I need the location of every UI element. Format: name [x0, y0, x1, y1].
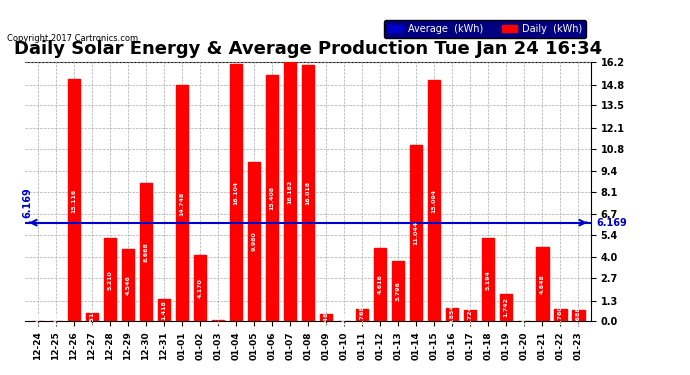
Bar: [536, 247, 549, 321]
Text: 4.616: 4.616: [377, 274, 382, 294]
Text: 0.768: 0.768: [359, 305, 364, 325]
Text: 14.748: 14.748: [179, 191, 184, 216]
Text: 0.854: 0.854: [450, 305, 455, 324]
Text: 9.980: 9.980: [251, 232, 257, 251]
Legend: Average  (kWh), Daily  (kWh): Average (kWh), Daily (kWh): [384, 20, 586, 38]
Bar: [319, 314, 333, 321]
Bar: [266, 75, 278, 321]
Text: 0.116: 0.116: [215, 310, 220, 330]
Bar: [464, 310, 477, 321]
Text: 0.000: 0.000: [342, 312, 346, 331]
Text: 0.760: 0.760: [558, 306, 563, 325]
Bar: [284, 62, 296, 321]
Title: Daily Solar Energy & Average Production Tue Jan 24 16:34: Daily Solar Energy & Average Production …: [14, 40, 602, 58]
Bar: [572, 310, 584, 321]
Bar: [212, 320, 224, 321]
Bar: [392, 261, 404, 321]
Bar: [500, 294, 513, 321]
Text: 5.194: 5.194: [486, 270, 491, 290]
Bar: [554, 309, 566, 321]
Bar: [410, 145, 422, 321]
Text: 3.796: 3.796: [395, 281, 401, 301]
Text: 1.742: 1.742: [504, 297, 509, 317]
Text: 11.044: 11.044: [413, 221, 419, 245]
Bar: [428, 80, 440, 321]
Bar: [302, 65, 315, 321]
Text: 4.648: 4.648: [540, 274, 544, 294]
Bar: [176, 86, 188, 321]
Text: 15.094: 15.094: [432, 189, 437, 213]
Text: 0.000: 0.000: [35, 312, 40, 331]
Text: 6.169: 6.169: [596, 217, 627, 228]
Text: 15.408: 15.408: [270, 186, 275, 210]
Text: Copyright 2017 Cartronics.com: Copyright 2017 Cartronics.com: [7, 34, 138, 43]
Text: 4.546: 4.546: [126, 275, 130, 295]
Text: 0.688: 0.688: [575, 306, 581, 326]
Bar: [374, 248, 386, 321]
Bar: [248, 162, 260, 321]
Bar: [121, 249, 134, 321]
Text: 6.169: 6.169: [22, 187, 32, 218]
Text: 16.018: 16.018: [306, 181, 310, 205]
Bar: [194, 255, 206, 321]
Bar: [356, 309, 368, 321]
Bar: [86, 313, 98, 321]
Text: 5.210: 5.210: [108, 270, 112, 290]
Text: 15.116: 15.116: [71, 188, 77, 213]
Text: 0.484: 0.484: [324, 308, 328, 327]
Text: 0.724: 0.724: [468, 306, 473, 326]
Text: 0.000: 0.000: [53, 312, 59, 331]
Text: 16.104: 16.104: [233, 180, 239, 205]
Text: 16.182: 16.182: [288, 180, 293, 204]
Bar: [446, 308, 458, 321]
Text: 8.668: 8.668: [144, 242, 148, 262]
Text: 4.170: 4.170: [197, 278, 202, 298]
Text: 0.000: 0.000: [522, 312, 526, 331]
Text: 0.516: 0.516: [89, 308, 95, 327]
Text: 1.418: 1.418: [161, 300, 166, 320]
Bar: [139, 183, 152, 321]
Bar: [157, 299, 170, 321]
Bar: [68, 80, 80, 321]
Bar: [230, 64, 242, 321]
Bar: [104, 238, 116, 321]
Bar: [482, 238, 495, 321]
